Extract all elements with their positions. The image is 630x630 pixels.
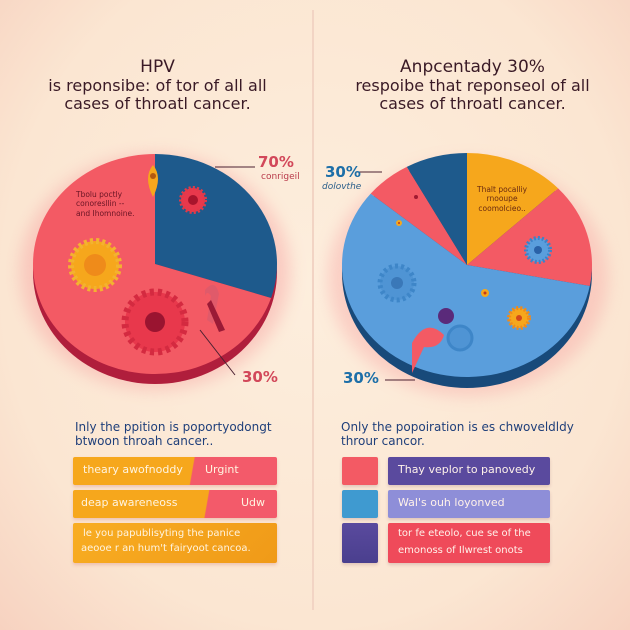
right-top-sublabel: dolovthe [322, 182, 362, 192]
right-title-line-1: Anpcentady 30% [400, 57, 545, 77]
virus-icon [377, 263, 417, 303]
awareness-ribbon-icon [205, 284, 225, 332]
map-pin-icon [148, 165, 158, 197]
inner-note-line: coomolcieo.. [478, 203, 526, 213]
inner-note-line: rnooupe [486, 194, 518, 204]
right-bar-3-line-1: tor fe eteolo, cue se of the [398, 528, 531, 539]
legend-swatch-purple [342, 523, 378, 563]
right-bar-1-label: Thay veplor to panovedy [398, 463, 536, 476]
right-title-line-3: cases of throatl cancer. [379, 93, 566, 113]
left-bar-3-line-1: le you papublisyting the panice [83, 528, 241, 539]
left-bar-3: le you papublisyting the panice aeooe r … [73, 523, 277, 563]
left-bar-2-tag: Udw [241, 496, 266, 509]
left-inner-note: Tbolu poctly conoresllin -- and Ihomnoin… [76, 190, 135, 218]
pie-slice-3 [370, 166, 467, 265]
right-bottom-percent: 30% [343, 369, 379, 387]
right-title-line-2: respoibe that reponseol of all [355, 76, 590, 96]
leader-line [199, 329, 236, 376]
right-top-percent: 30% [325, 163, 361, 181]
right-bar-3-line-2: emonoss of Ilwrest onots [398, 545, 523, 556]
awareness-ribbon-icon [412, 308, 474, 373]
left-top-percent: 70% [258, 153, 294, 171]
left-note: Inly the ppition is poportyodongt btwoon… [75, 420, 272, 449]
right-bar-2-label: Wal's ouh loyonved [398, 496, 505, 509]
right-bar-1: Thay veplor to panovedy [388, 457, 550, 485]
left-bar-2: deap awareneoss Udw [73, 490, 277, 518]
pie-slice-0 [467, 153, 559, 265]
left-title-line-2: is reponsibe: of tor of all all [48, 76, 267, 96]
left-title-line-3: cases of throatl cancer. [64, 93, 251, 113]
inner-note-line: conoresllin -- [76, 199, 125, 209]
left-bottom-percent: 30% [242, 368, 278, 386]
left-bar-1: theary awofnoddy Urgint [73, 457, 277, 485]
virus-icon [121, 288, 189, 356]
pie-slice-4 [406, 153, 467, 265]
panel-divider [312, 10, 314, 610]
right-note: Only the popoiration is es chwoveldldy t… [341, 420, 574, 449]
left-bar-3-line-2: aeooe r an hum't fairyoot cancoa. [81, 543, 251, 554]
legend-swatch-blue [342, 490, 378, 518]
virus-icon [524, 236, 552, 264]
right-inner-note: Thalt pocalliy rnooupe coomolcieo.. [477, 185, 527, 213]
left-bar-2-label: deap awareneoss [81, 496, 178, 509]
right-title: Anpcentady 30% respoibe that reponseol o… [315, 57, 630, 113]
legend-swatch-coral [342, 457, 378, 485]
left-title: HPV is reponsibe: of tor of all all case… [0, 57, 315, 113]
left-bar-1-tag: Urgint [205, 463, 239, 476]
virus-icon [507, 306, 531, 330]
pie-slice-1 [467, 188, 592, 286]
right-bar-3: tor fe eteolo, cue se of the emonoss of … [388, 523, 550, 563]
left-title-line-1: HPV [140, 57, 175, 77]
left-top-sublabel: conrigeil [261, 172, 300, 182]
right-note-line: Only the popoiration is es chwoveldldy [341, 420, 574, 434]
inner-note-line: Tbolu poctly [76, 190, 123, 199]
inner-note-line: and Ihomnoine. [76, 208, 135, 218]
dot-icon [396, 195, 489, 297]
right-bar-2: Wal's ouh loyonved [388, 490, 550, 518]
pie-slice-2 [341, 193, 590, 378]
left-note-line: Inly the ppition is poportyodongt [75, 420, 272, 434]
left-bar-1-label: theary awofnoddy [83, 463, 183, 476]
left-note-line: btwoon throah cancer.. [75, 434, 214, 449]
virus-icon [68, 238, 122, 292]
right-note-line: throur cancor. [341, 434, 425, 449]
inner-note-line: Thalt pocalliy [477, 185, 528, 194]
virus-icon [179, 186, 207, 214]
